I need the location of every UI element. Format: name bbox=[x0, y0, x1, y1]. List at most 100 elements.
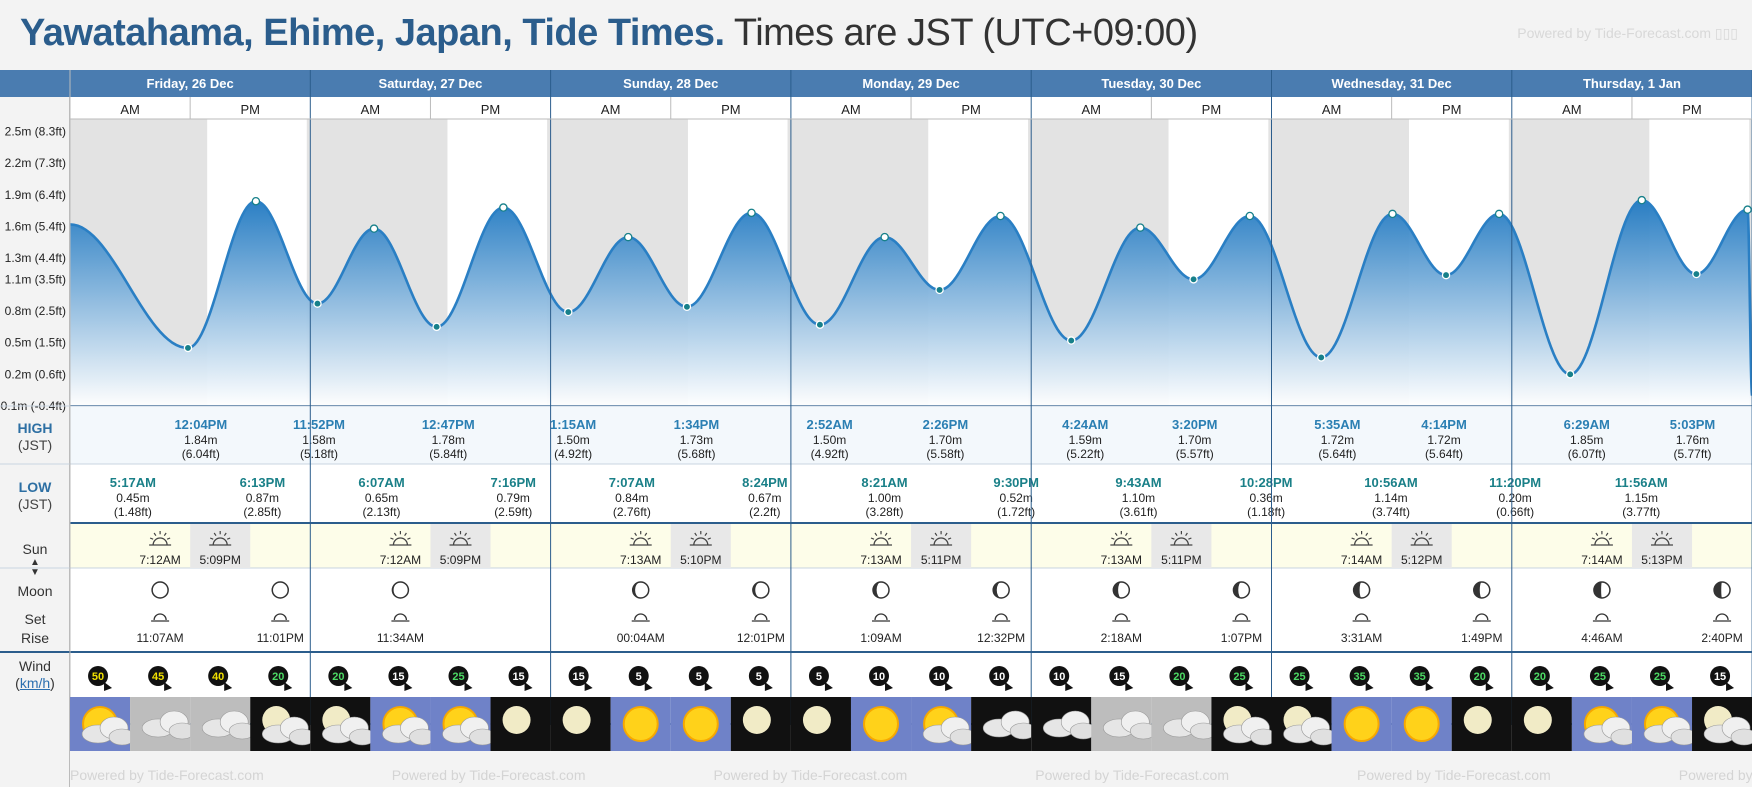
sun-toggle-icon[interactable]: ▲ ▼ bbox=[30, 557, 40, 578]
powered-by-top[interactable]: Powered by Tide-Forecast.com ▯▯▯ bbox=[1517, 25, 1738, 41]
low-time: 8:21AM bbox=[861, 475, 907, 490]
sun-disc bbox=[622, 706, 659, 742]
sun-ray bbox=[1174, 532, 1178, 537]
am-label: AM bbox=[361, 102, 381, 117]
wind-direction-arrow bbox=[1305, 682, 1314, 691]
wind-direction-arrow bbox=[1726, 682, 1735, 691]
am-label: AM bbox=[1082, 102, 1102, 117]
low-height-m: 0.65m bbox=[365, 491, 398, 505]
day-label: Tuesday, 30 Dec bbox=[1101, 76, 1201, 91]
high-time: 1:34PM bbox=[674, 417, 720, 432]
wind-speed: 45 bbox=[152, 671, 164, 683]
sun-ray bbox=[694, 532, 698, 537]
sunrise-time: 7:14AM bbox=[1581, 553, 1622, 567]
moon-outline bbox=[151, 581, 169, 599]
day-label: Sunday, 28 Dec bbox=[623, 76, 718, 91]
high-height-ft: (6.04ft) bbox=[182, 447, 220, 461]
am-label: AM bbox=[601, 102, 621, 117]
wind-circle bbox=[1109, 666, 1130, 686]
wind-marker bbox=[1649, 666, 1674, 691]
wind-direction-arrow bbox=[584, 682, 593, 691]
sunset-time: 5:10PM bbox=[680, 553, 721, 567]
high-height-m: 1.76m bbox=[1676, 433, 1709, 447]
weather-moon-cloud-icon bbox=[310, 697, 376, 751]
low-tide-point bbox=[1692, 269, 1701, 279]
sun-disc bbox=[863, 706, 900, 742]
sun-ray bbox=[1595, 532, 1599, 537]
wind-speed: 15 bbox=[573, 671, 585, 683]
wind-direction-arrow bbox=[1125, 682, 1134, 691]
high-height-ft: (4.92ft) bbox=[811, 447, 849, 461]
wind-speed: 20 bbox=[1173, 671, 1185, 683]
sun-ray bbox=[1655, 532, 1659, 537]
moonset-icon bbox=[631, 613, 650, 622]
sun-ray bbox=[1425, 532, 1429, 537]
sun-ray bbox=[1125, 532, 1128, 537]
wind-speed: 20 bbox=[332, 671, 344, 683]
wind-direction-arrow bbox=[404, 682, 413, 691]
moon-phase-icon bbox=[391, 581, 410, 599]
wind-circle bbox=[208, 666, 229, 686]
moon-shadow bbox=[632, 582, 641, 598]
moon-arc bbox=[153, 613, 167, 621]
wind-marker bbox=[1529, 666, 1554, 691]
sun-ray bbox=[1185, 532, 1188, 537]
sun-ray bbox=[644, 532, 648, 537]
sun-ray bbox=[707, 537, 712, 540]
wind-marker bbox=[568, 666, 593, 691]
high-height-m: 1.70m bbox=[1178, 433, 1211, 447]
moon-arc bbox=[1114, 613, 1128, 621]
sun-ray bbox=[453, 532, 457, 537]
wind-marker bbox=[1589, 666, 1614, 691]
wind-marker bbox=[1169, 666, 1194, 691]
wind-circle bbox=[148, 666, 169, 686]
sun-ray bbox=[464, 532, 467, 537]
low-time: 7:16PM bbox=[490, 475, 536, 490]
sun-ray bbox=[930, 537, 935, 540]
moonset-icon bbox=[872, 613, 891, 622]
y-tick-label: 0.2m (0.6ft) bbox=[5, 367, 66, 381]
wind-speed: 5 bbox=[636, 671, 642, 683]
high-height-m: 1.84m bbox=[184, 433, 217, 447]
moonset-time: 11:07AM bbox=[137, 631, 184, 645]
moon-phase-icon bbox=[1112, 581, 1131, 599]
sun-ray bbox=[1428, 537, 1432, 540]
sunrise-icon bbox=[1590, 531, 1613, 546]
wind-circle bbox=[508, 666, 529, 686]
moon-disc bbox=[562, 706, 591, 734]
moonrise-icon bbox=[1713, 613, 1732, 622]
wind-direction-arrow bbox=[1245, 682, 1254, 691]
high-height-m: 1.50m bbox=[556, 433, 589, 447]
sun-ray bbox=[166, 537, 171, 540]
sunset-icon bbox=[689, 531, 712, 546]
high-height-m: 1.72m bbox=[1427, 433, 1460, 447]
wind-unit-link[interactable]: km/h bbox=[19, 675, 51, 691]
moonrise-time: 1:07PM bbox=[1221, 631, 1262, 645]
sunset-icon bbox=[449, 531, 472, 546]
high-height-m: 1.58m bbox=[302, 433, 335, 447]
moonset-time: 2:18AM bbox=[1101, 631, 1142, 645]
wind-speed: 20 bbox=[1474, 671, 1486, 683]
moonrise-time: 2:40PM bbox=[1701, 631, 1742, 645]
low-height-ft: (0.66ft) bbox=[1496, 505, 1534, 519]
high-time: 4:14PM bbox=[1421, 417, 1467, 432]
high-tide-point bbox=[1743, 205, 1752, 214]
sun-disc bbox=[1654, 537, 1670, 546]
sun-ray bbox=[407, 537, 411, 540]
sun-disc bbox=[1414, 537, 1430, 546]
sun-ray bbox=[1608, 537, 1613, 540]
wind-speed: 50 bbox=[92, 671, 104, 683]
wind-direction-arrow bbox=[1005, 682, 1014, 691]
sunset-time: 5:12PM bbox=[1401, 553, 1442, 567]
wind-speed: 10 bbox=[873, 671, 885, 683]
high-height-ft: (5.64ft) bbox=[1425, 447, 1463, 461]
pm-label: PM bbox=[721, 102, 741, 117]
moon-arc bbox=[1595, 613, 1609, 621]
moonrise-time: 12:01PM bbox=[737, 631, 785, 645]
sunset-time: 5:11PM bbox=[1161, 553, 1201, 567]
sun-ray bbox=[884, 532, 888, 537]
wind-direction-arrow bbox=[284, 682, 293, 691]
sunset-time: 5:09PM bbox=[440, 553, 481, 567]
wind-marker bbox=[748, 666, 773, 691]
wind-direction-arrow bbox=[1365, 682, 1374, 691]
